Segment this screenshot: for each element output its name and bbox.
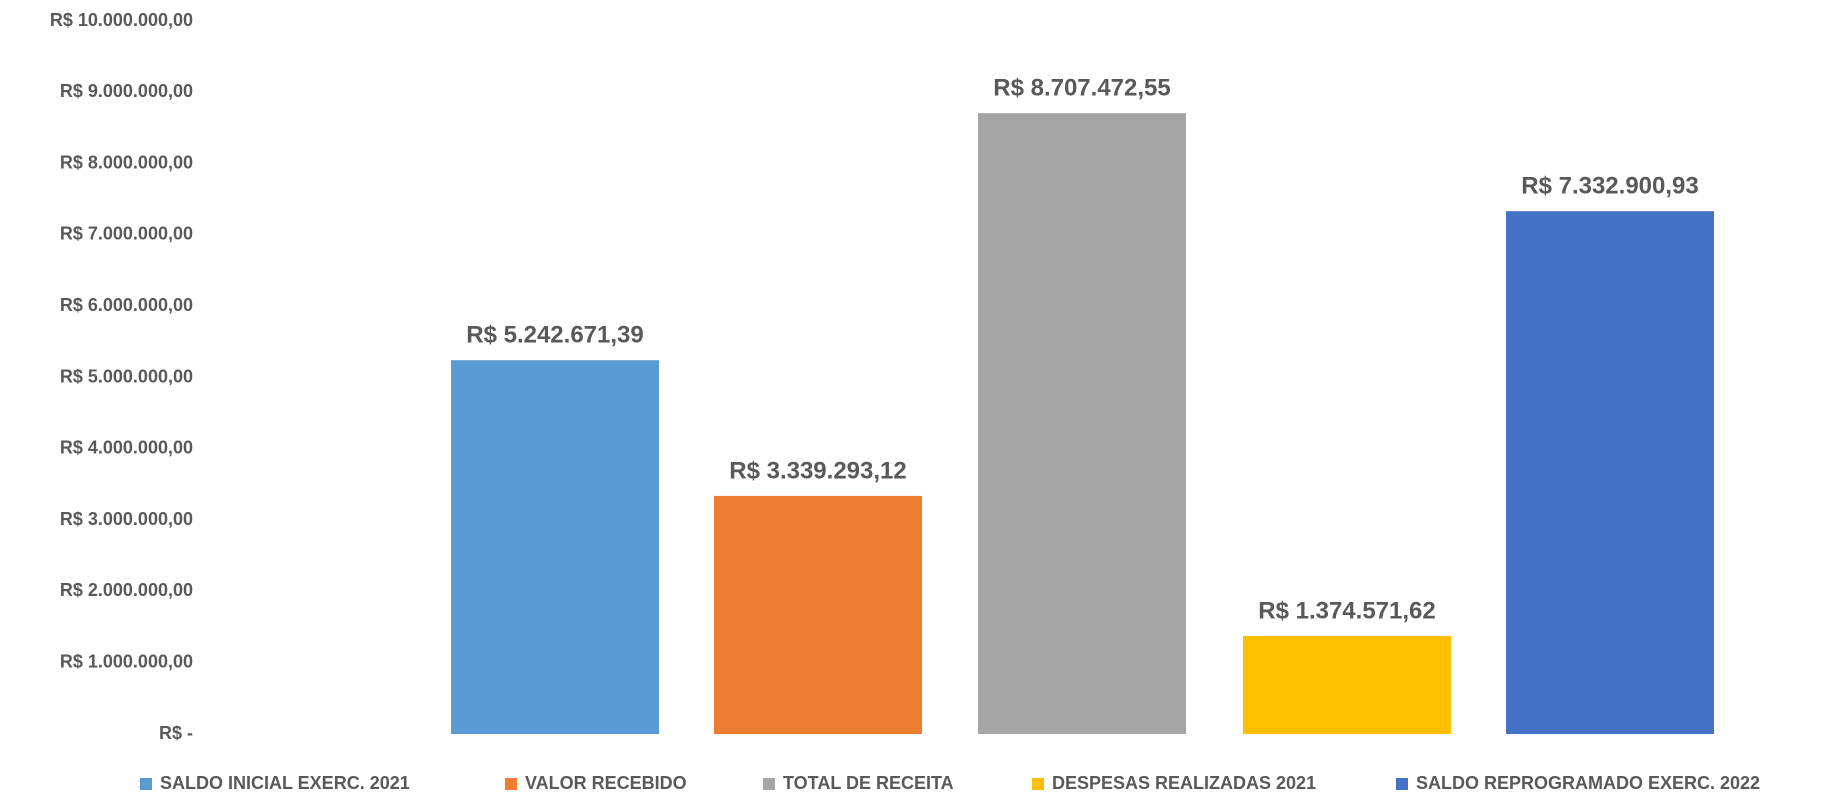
bar	[451, 360, 659, 734]
data-label: R$ 5.242.671,39	[466, 322, 643, 349]
y-tick-label: R$ 2.000.000,00	[60, 580, 193, 600]
legend-label: SALDO REPROGRAMADO EXERC. 2022	[1416, 773, 1760, 793]
bar	[978, 113, 1186, 734]
y-tick-label: R$ 3.000.000,00	[60, 509, 193, 529]
y-tick-label: R$ 8.000.000,00	[60, 152, 193, 172]
bar	[1243, 635, 1451, 734]
y-tick-label: R$ 1.000.000,00	[60, 651, 193, 671]
legend-swatch	[1396, 778, 1408, 790]
data-label: R$ 3.339.293,12	[729, 457, 906, 484]
legend-swatch	[140, 778, 152, 790]
y-tick-label: R$ -	[159, 723, 193, 743]
legend-swatch	[1032, 778, 1044, 790]
legend-label: VALOR RECEBIDO	[525, 773, 687, 793]
data-label: R$ 1.374.571,62	[1258, 597, 1435, 624]
y-tick-label: R$ 7.000.000,00	[60, 224, 193, 244]
bar	[714, 495, 922, 734]
bar	[1506, 211, 1714, 734]
legend-swatch	[763, 778, 775, 790]
y-tick-label: R$ 9.000.000,00	[60, 81, 193, 101]
legend-swatch	[505, 778, 517, 790]
data-label: R$ 8.707.472,55	[993, 75, 1170, 102]
data-label: R$ 7.332.900,93	[1521, 173, 1698, 200]
y-tick-label: R$ 10.000.000,00	[50, 10, 193, 30]
y-tick-label: R$ 4.000.000,00	[60, 438, 193, 458]
y-tick-label: R$ 5.000.000,00	[60, 366, 193, 386]
legend-label: DESPESAS REALIZADAS 2021	[1052, 773, 1316, 793]
y-tick-label: R$ 6.000.000,00	[60, 295, 193, 315]
legend-label: SALDO INICIAL EXERC. 2021	[160, 773, 410, 793]
legend-label: TOTAL DE RECEITA	[783, 773, 954, 793]
